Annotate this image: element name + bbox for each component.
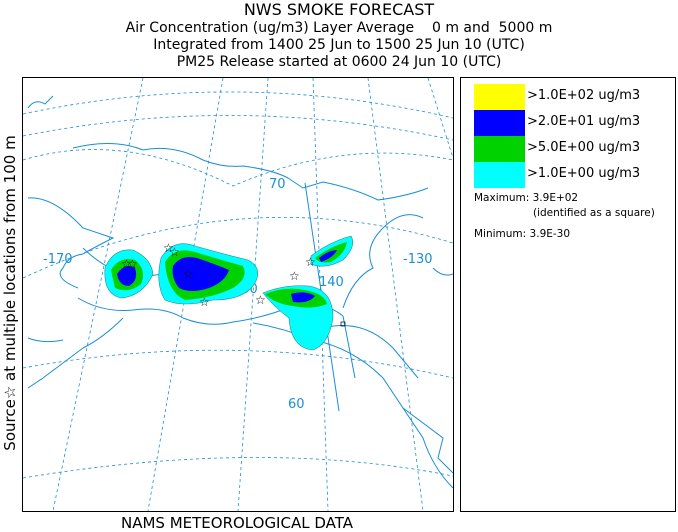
source-side-text: Source☆ at multiple locations from 100 m [1, 135, 19, 451]
grid-label-60n: 60 [288, 397, 305, 412]
maximum-square-marker [340, 321, 346, 327]
concentration-layer-line: Air Concentration (ug/m3) Layer Average … [125, 20, 553, 36]
legend-swatch-100 [474, 84, 525, 110]
release-start-line: PM25 Release started at 0600 24 Jun 10 (… [176, 54, 502, 70]
grid-label-70n: 70 [269, 177, 286, 192]
legend-swatch-20 [474, 110, 525, 136]
maximum-value: 3.9E+02 [532, 192, 579, 204]
source-markers: ☆ ☆ ☆ ☆ ☆ ☆ ☆ ☆ ☆ [121, 241, 316, 309]
source-star-icon: ☆ [127, 257, 138, 271]
source-star-icon: ☆ [121, 257, 132, 271]
map-panel[interactable]: -170 150 140 -130 70 60 ☆ ☆ [22, 77, 454, 512]
legend-label-1: >1.0E+00 ug/m3 [527, 166, 641, 181]
source-star-icon: ☆ [183, 267, 194, 281]
legend-swatch-5 [474, 136, 525, 162]
maximum-note: (identified as a square) [533, 207, 655, 219]
source-star-icon: ☆ [255, 293, 266, 307]
legend-swatch-1 [474, 162, 525, 188]
source-side-label: Source☆ at multiple locations from 100 m [0, 74, 20, 512]
plume-east [262, 235, 354, 351]
grid-label-130w: -130 [403, 252, 433, 267]
source-star-icon: ☆ [163, 241, 174, 255]
minimum-row: Minimum: 3.9E-30 [474, 228, 570, 240]
grid-label-170w: -170 [43, 252, 73, 267]
maximum-row: Maximum: 3.9E+02 [474, 192, 578, 204]
source-star-icon: ☆ [199, 295, 210, 309]
plume-west [104, 249, 154, 299]
minimum-label: Minimum: [474, 228, 527, 240]
legend-label-20: >2.0E+01 ug/m3 [527, 114, 641, 129]
smoke-map: -170 150 140 -130 70 60 ☆ ☆ [23, 78, 453, 511]
legend-panel: >1.0E+02 ug/m3 >2.0E+01 ug/m3 >5.0E+00 u… [460, 77, 676, 512]
integration-period-line: Integrated from 1400 25 Jun to 1500 25 J… [153, 37, 525, 53]
legend-label-100: >1.0E+02 ug/m3 [527, 88, 641, 103]
source-star-icon: ☆ [289, 269, 300, 283]
grid-label-140w: 140 [319, 275, 344, 290]
source-star-icon: ☆ [305, 255, 316, 269]
legend-label-5: >5.0E+00 ug/m3 [527, 140, 641, 155]
met-data-footer: NAMS METEOROLOGICAL DATA [121, 514, 353, 532]
minimum-value: 3.9E-30 [529, 228, 571, 240]
forecast-title: NWS SMOKE FORECAST [243, 0, 435, 19]
maximum-label: Maximum: [474, 192, 530, 204]
source-star-icon: ☆ [169, 245, 180, 259]
plume-central [158, 243, 259, 305]
